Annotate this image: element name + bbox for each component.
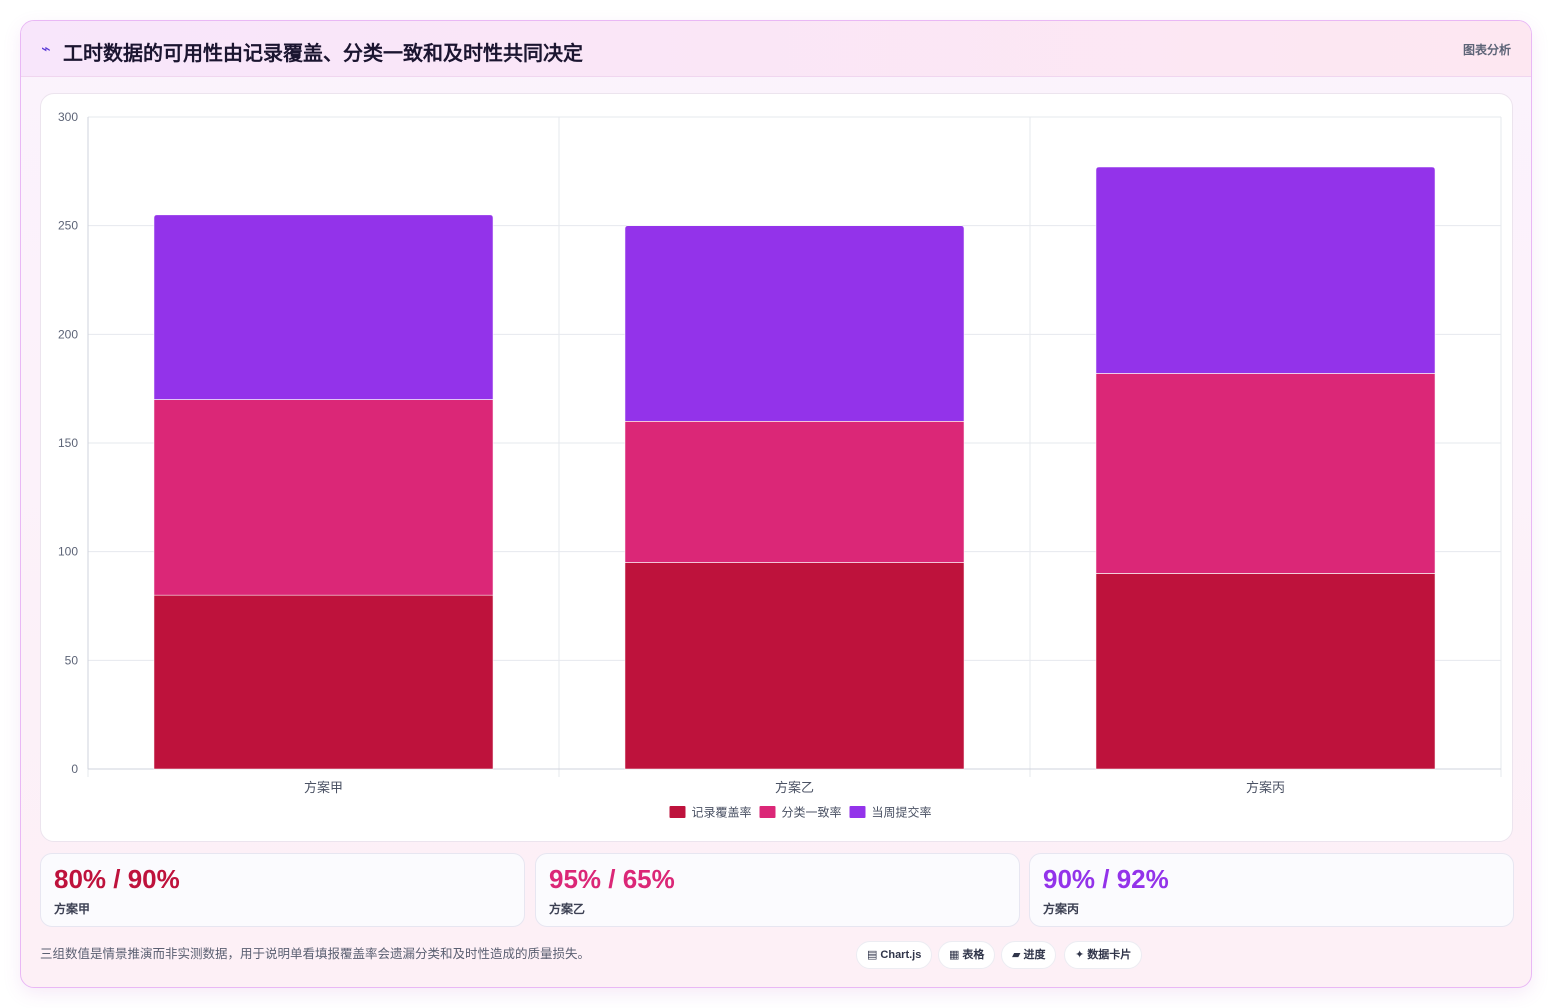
bar-segment xyxy=(1095,573,1436,770)
legend-label: 当周提交率 xyxy=(872,805,932,820)
progress-icon: ▰ xyxy=(1012,949,1021,961)
y-tick-label: 200 xyxy=(58,327,78,341)
legend-swatch xyxy=(669,806,686,818)
pill-progress[interactable]: ▰ 进度 xyxy=(1001,941,1057,969)
legend-label: 记录覆盖率 xyxy=(692,805,752,820)
stat-value: 95% / 65% xyxy=(549,864,675,894)
x-tick-label: 方案丙 xyxy=(1246,780,1285,795)
pill-label: 表格 xyxy=(962,949,985,961)
chart-title: 工时数据的可用性由记录覆盖、分类一致和及时性共同决定 xyxy=(63,43,583,65)
y-tick-label: 300 xyxy=(58,110,78,124)
pill-label: Chart.js xyxy=(880,949,922,961)
x-tick-label: 方案甲 xyxy=(304,780,343,795)
bar-segment xyxy=(1095,166,1436,374)
bar-segment xyxy=(153,214,494,400)
bar-segment xyxy=(153,399,494,596)
stat-card-c: 90% / 92% 方案丙 xyxy=(1029,853,1514,927)
bar-segment xyxy=(624,225,965,422)
y-tick-label: 150 xyxy=(58,436,78,450)
chart-area: 0 50 100 150 200 250 300 方案甲 方案乙 方案丙记录覆盖率 分类一致率 当周提… xyxy=(40,93,1513,842)
legend-swatch xyxy=(759,806,776,818)
bar-segment xyxy=(624,562,965,770)
stat-label: 方案甲 xyxy=(54,902,91,916)
stat-label: 方案乙 xyxy=(549,902,586,916)
card-header: ⌁ 工时数据的可用性由记录覆盖、分类一致和及时性共同决定 图表分析 xyxy=(21,21,1531,77)
legend-swatch xyxy=(849,806,866,818)
stat-value: 80% / 90% xyxy=(54,864,180,894)
stat-card-b: 95% / 65% 方案乙 xyxy=(535,853,1020,927)
pill-data-card[interactable]: ✦ 数据卡片 xyxy=(1064,941,1143,969)
pill-label: 数据卡片 xyxy=(1087,949,1132,961)
table-icon: ▦ xyxy=(949,949,960,961)
pill-label: 进度 xyxy=(1023,949,1046,961)
chart-type-tag: 图表分析 xyxy=(1462,43,1511,57)
x-tick-label: 方案乙 xyxy=(775,780,814,795)
footnote: 三组数值是情景推演而非实测数据，用于说明单看填报覆盖率会遗漏分类和及时性造成的质… xyxy=(40,947,591,961)
sparkle-icon: ✦ xyxy=(1075,949,1085,961)
bar-segment xyxy=(1095,373,1436,574)
stat-label: 方案丙 xyxy=(1043,902,1080,916)
lightning-icon: ⌁ xyxy=(41,41,51,58)
pill-chartjs[interactable]: ▤ Chart.js xyxy=(856,941,933,969)
y-tick-label: 50 xyxy=(65,653,79,667)
chart-card: ⌁ 工时数据的可用性由记录覆盖、分类一致和及时性共同决定 图表分析 0 50 100… xyxy=(20,20,1532,988)
stat-card-a: 80% / 90% 方案甲 xyxy=(40,853,525,927)
bar-segment xyxy=(153,594,494,770)
y-tick-label: 250 xyxy=(58,219,78,233)
y-tick-label: 0 xyxy=(71,762,78,776)
pill-table[interactable]: ▦ 表格 xyxy=(938,941,996,969)
bar-segment xyxy=(624,420,965,563)
y-tick-label: 100 xyxy=(58,545,78,559)
stat-value: 90% / 92% xyxy=(1043,864,1169,894)
chart-icon: ▤ xyxy=(867,949,878,961)
legend-label: 分类一致率 xyxy=(782,805,842,820)
